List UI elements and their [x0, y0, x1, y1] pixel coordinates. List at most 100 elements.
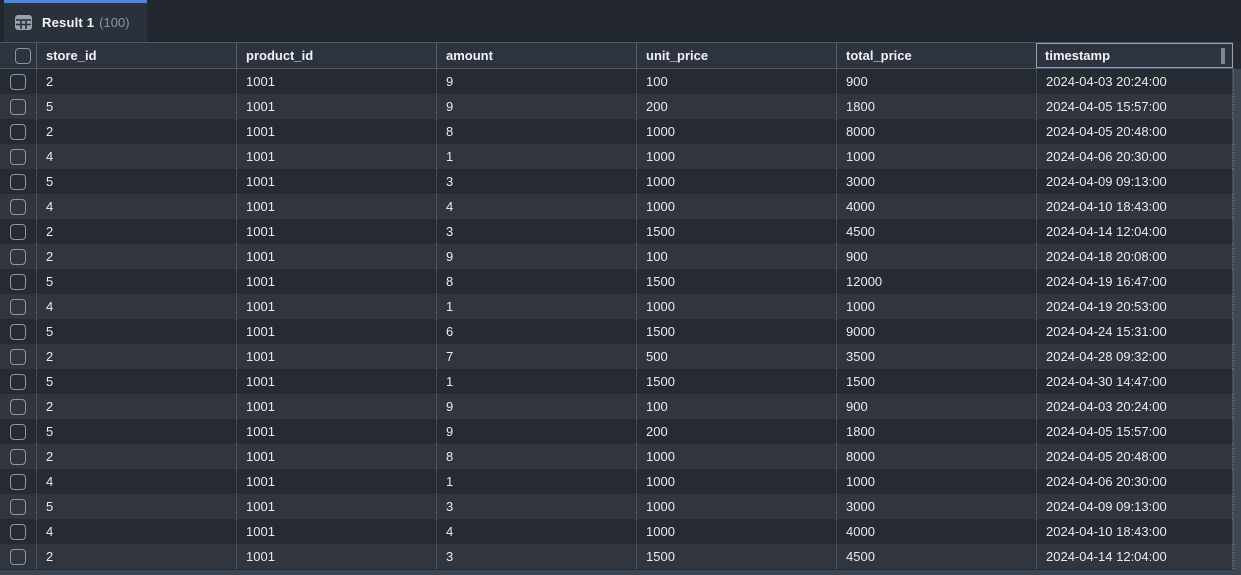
cell-timestamp[interactable]: 2024-04-05 15:57:00 — [1036, 94, 1233, 119]
cell-amount[interactable]: 8 — [436, 119, 636, 144]
cell-store_id[interactable]: 2 — [36, 69, 236, 94]
cell-product_id[interactable]: 1001 — [236, 344, 436, 369]
cell-unit_price[interactable]: 1000 — [636, 294, 836, 319]
column-header-store-id[interactable]: store_id — [36, 43, 236, 68]
cell-unit_price[interactable]: 1000 — [636, 194, 836, 219]
cell-store_id[interactable]: 2 — [36, 544, 236, 569]
cell-total_price[interactable]: 1000 — [836, 294, 1036, 319]
cell-store_id[interactable]: 5 — [36, 269, 236, 294]
cell-unit_price[interactable]: 1000 — [636, 144, 836, 169]
cell-store_id[interactable]: 4 — [36, 294, 236, 319]
cell-amount[interactable]: 1 — [436, 144, 636, 169]
cell-total_price[interactable]: 9000 — [836, 319, 1036, 344]
cell-amount[interactable]: 9 — [436, 244, 636, 269]
vertical-scrollbar[interactable] — [1233, 69, 1241, 575]
cell-amount[interactable]: 3 — [436, 544, 636, 569]
cell-timestamp[interactable]: 2024-04-03 20:24:00 — [1036, 394, 1233, 419]
cell-timestamp[interactable]: 2024-04-09 09:13:00 — [1036, 169, 1233, 194]
row-checkbox[interactable] — [10, 198, 26, 215]
row-checkbox[interactable] — [10, 523, 26, 540]
cell-amount[interactable]: 8 — [436, 444, 636, 469]
row-checkbox[interactable] — [10, 473, 26, 490]
column-header-amount[interactable]: amount — [436, 43, 636, 68]
cell-amount[interactable]: 4 — [436, 194, 636, 219]
cell-total_price[interactable]: 3500 — [836, 344, 1036, 369]
cell-store_id[interactable]: 4 — [36, 469, 236, 494]
cell-total_price[interactable]: 4500 — [836, 544, 1036, 569]
cell-product_id[interactable]: 1001 — [236, 219, 436, 244]
cell-amount[interactable]: 3 — [436, 219, 636, 244]
cell-store_id[interactable]: 2 — [36, 394, 236, 419]
cell-timestamp[interactable]: 2024-04-28 09:32:00 — [1036, 344, 1233, 369]
cell-product_id[interactable]: 1001 — [236, 469, 436, 494]
cell-total_price[interactable]: 4500 — [836, 219, 1036, 244]
cell-amount[interactable]: 6 — [436, 319, 636, 344]
cell-timestamp[interactable]: 2024-04-06 20:30:00 — [1036, 144, 1233, 169]
cell-product_id[interactable]: 1001 — [236, 144, 436, 169]
cell-store_id[interactable]: 2 — [36, 444, 236, 469]
cell-unit_price[interactable]: 1000 — [636, 119, 836, 144]
cell-amount[interactable]: 9 — [436, 394, 636, 419]
cell-total_price[interactable]: 900 — [836, 69, 1036, 94]
cell-timestamp[interactable]: 2024-04-10 18:43:00 — [1036, 194, 1233, 219]
cell-product_id[interactable]: 1001 — [236, 94, 436, 119]
cell-store_id[interactable]: 5 — [36, 94, 236, 119]
cell-product_id[interactable]: 1001 — [236, 544, 436, 569]
column-header-product-id[interactable]: product_id — [236, 43, 436, 68]
cell-total_price[interactable]: 8000 — [836, 119, 1036, 144]
row-checkbox[interactable] — [10, 398, 26, 415]
cell-amount[interactable]: 9 — [436, 69, 636, 94]
cell-timestamp[interactable]: 2024-04-05 15:57:00 — [1036, 419, 1233, 444]
cell-total_price[interactable]: 3000 — [836, 169, 1036, 194]
cell-product_id[interactable]: 1001 — [236, 194, 436, 219]
cell-product_id[interactable]: 1001 — [236, 294, 436, 319]
cell-total_price[interactable]: 1800 — [836, 94, 1036, 119]
tab-result-1[interactable]: Result 1 (100) — [4, 0, 147, 42]
row-checkbox[interactable] — [10, 73, 26, 90]
cell-product_id[interactable]: 1001 — [236, 369, 436, 394]
cell-timestamp[interactable]: 2024-04-05 20:48:00 — [1036, 119, 1233, 144]
cell-unit_price[interactable]: 100 — [636, 244, 836, 269]
cell-timestamp[interactable]: 2024-04-19 16:47:00 — [1036, 269, 1233, 294]
cell-unit_price[interactable]: 100 — [636, 394, 836, 419]
cell-product_id[interactable]: 1001 — [236, 319, 436, 344]
cell-amount[interactable]: 3 — [436, 169, 636, 194]
cell-product_id[interactable]: 1001 — [236, 119, 436, 144]
row-checkbox[interactable] — [10, 448, 26, 465]
column-header-timestamp[interactable]: timestamp — [1036, 43, 1233, 68]
cell-unit_price[interactable]: 200 — [636, 94, 836, 119]
cell-timestamp[interactable]: 2024-04-10 18:43:00 — [1036, 519, 1233, 544]
row-checkbox[interactable] — [10, 548, 26, 565]
cell-unit_price[interactable]: 1000 — [636, 469, 836, 494]
cell-total_price[interactable]: 4000 — [836, 519, 1036, 544]
cell-amount[interactable]: 4 — [436, 519, 636, 544]
cell-amount[interactable]: 3 — [436, 494, 636, 519]
row-checkbox[interactable] — [10, 173, 26, 190]
cell-unit_price[interactable]: 1500 — [636, 269, 836, 294]
cell-store_id[interactable]: 2 — [36, 119, 236, 144]
cell-total_price[interactable]: 12000 — [836, 269, 1036, 294]
cell-store_id[interactable]: 4 — [36, 194, 236, 219]
cell-timestamp[interactable]: 2024-04-03 20:24:00 — [1036, 69, 1233, 94]
row-checkbox[interactable] — [10, 98, 26, 115]
cell-total_price[interactable]: 4000 — [836, 194, 1036, 219]
row-checkbox[interactable] — [10, 323, 26, 340]
cell-product_id[interactable]: 1001 — [236, 394, 436, 419]
cell-product_id[interactable]: 1001 — [236, 269, 436, 294]
cell-product_id[interactable]: 1001 — [236, 244, 436, 269]
row-checkbox[interactable] — [10, 148, 26, 165]
cell-total_price[interactable]: 1800 — [836, 419, 1036, 444]
cell-store_id[interactable]: 5 — [36, 319, 236, 344]
cell-unit_price[interactable]: 100 — [636, 69, 836, 94]
row-checkbox[interactable] — [10, 298, 26, 315]
row-checkbox[interactable] — [10, 373, 26, 390]
cell-total_price[interactable]: 3000 — [836, 494, 1036, 519]
cell-unit_price[interactable]: 1000 — [636, 519, 836, 544]
cell-amount[interactable]: 8 — [436, 269, 636, 294]
column-header-total-price[interactable]: total_price — [836, 43, 1036, 68]
row-checkbox[interactable] — [10, 123, 26, 140]
cell-product_id[interactable]: 1001 — [236, 69, 436, 94]
cell-timestamp[interactable]: 2024-04-05 20:48:00 — [1036, 444, 1233, 469]
cell-amount[interactable]: 7 — [436, 344, 636, 369]
cell-unit_price[interactable]: 1500 — [636, 319, 836, 344]
